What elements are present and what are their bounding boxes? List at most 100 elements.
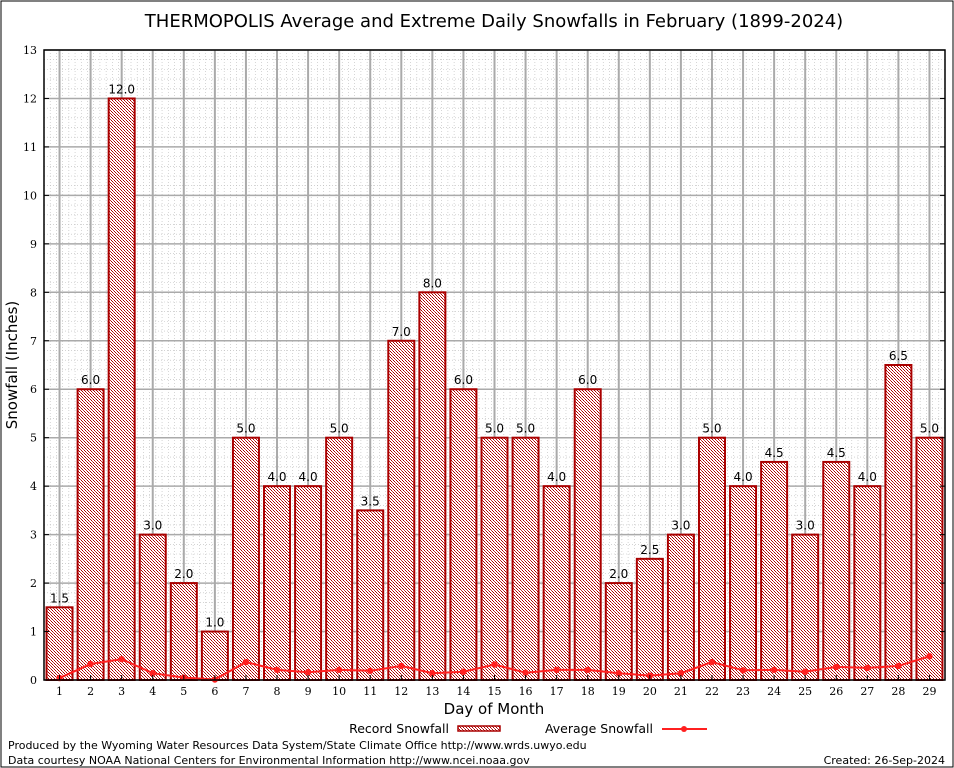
- x-tick-label: 10: [332, 685, 346, 698]
- average-point-day-17: [553, 666, 560, 674]
- record-bar-day-19: [604, 582, 633, 681]
- x-tick-label: 9: [305, 685, 312, 698]
- x-tick-label: 11: [363, 685, 377, 698]
- record-bar-day-6: [200, 630, 229, 681]
- legend-average-marker: [681, 726, 687, 732]
- y-tick-label: 1: [30, 626, 37, 639]
- bar-value-label: 6.0: [81, 373, 100, 387]
- average-point-day-2: [87, 660, 94, 668]
- bar-value-label: 4.5: [827, 446, 846, 460]
- bar-value-label: 5.0: [485, 422, 504, 436]
- bar-value-label: 5.0: [920, 422, 939, 436]
- footer-produced-by: Produced by the Wyoming Water Resources …: [8, 739, 587, 752]
- record-bar-day-20: [635, 557, 664, 681]
- record-bar-day-18: [573, 388, 602, 681]
- bar-value-label: 3.0: [143, 519, 162, 533]
- x-tick-label: 29: [922, 685, 936, 698]
- y-tick-label: 5: [30, 432, 37, 445]
- average-point-day-11: [367, 667, 374, 674]
- bar-value-label: 4.0: [267, 470, 286, 484]
- bar-value-label: 3.0: [671, 519, 690, 533]
- record-bar-day-2: [76, 388, 105, 681]
- legend-record-swatch: [457, 725, 501, 732]
- y-tick-label: 7: [30, 335, 37, 348]
- x-tick-label: 6: [211, 685, 218, 698]
- x-tick-label: 28: [891, 685, 905, 698]
- bar-value-label: 5.0: [236, 422, 255, 436]
- bar-value-label: 8.0: [423, 276, 442, 290]
- bar-value-label: 6.5: [889, 349, 908, 363]
- x-tick-label: 14: [456, 685, 470, 698]
- record-bar-day-10: [325, 436, 354, 682]
- average-line: [56, 653, 933, 683]
- y-tick-label: 6: [30, 383, 37, 396]
- bars: 1.5 6.0 12.0 3.0 2.0 1.0 5.0 4.0 4.0 5.0 3.5 7.0 8.0…: [45, 82, 944, 682]
- bar-value-label: 6.0: [578, 373, 597, 387]
- record-bar-day-24: [760, 460, 789, 681]
- average-point-day-7: [242, 658, 250, 666]
- x-tick-label: 25: [798, 685, 812, 698]
- record-bar-day-5: [169, 582, 198, 681]
- y-tick-label: 13: [23, 44, 37, 57]
- y-tick-label: 9: [30, 238, 37, 251]
- x-tick-label: 17: [550, 685, 564, 698]
- record-bar-day-17: [542, 485, 571, 681]
- x-tick-label: 20: [643, 685, 657, 698]
- average-point-day-16: [522, 669, 529, 676]
- average-point-day-27: [864, 664, 871, 672]
- average-point-day-18: [584, 666, 591, 674]
- bar-value-label: 1.0: [205, 616, 224, 630]
- x-tick-label: 12: [394, 685, 408, 698]
- record-bar-day-22: [697, 436, 726, 682]
- bar-value-label: 4.0: [734, 470, 753, 484]
- bar-value-label: 3.0: [796, 519, 815, 533]
- x-tick-label: 26: [829, 685, 843, 698]
- average-point-day-25: [801, 668, 809, 675]
- x-tick-label: 18: [581, 685, 595, 698]
- record-bar-day-29: [915, 436, 944, 682]
- y-tick-label: 10: [23, 189, 37, 202]
- x-tick-label: 19: [612, 685, 626, 698]
- x-tick-label: 4: [149, 685, 156, 698]
- y-axis-label: Snowfall (Inches): [3, 301, 21, 429]
- average-point-day-14: [460, 668, 467, 675]
- y-tick-label: 3: [30, 529, 37, 542]
- average-point-day-29: [926, 653, 933, 660]
- x-tick-label: 24: [767, 685, 781, 698]
- y-tick-label: 12: [23, 92, 37, 105]
- average-point-day-19: [615, 670, 622, 677]
- bar-value-label: 4.0: [547, 470, 566, 484]
- record-bar-day-27: [853, 485, 882, 681]
- record-bar-day-16: [511, 436, 540, 682]
- record-bar-day-15: [480, 436, 509, 682]
- bar-value-label: 6.0: [454, 373, 473, 387]
- y-tick-label: 0: [30, 674, 37, 687]
- legend-record-label: Record Snowfall: [349, 721, 449, 736]
- footer-created-date: Created: 26-Sep-2024: [824, 754, 945, 767]
- average-point-day-8: [273, 666, 281, 674]
- x-tick-label: 21: [674, 685, 688, 698]
- x-tick-label: 1: [56, 685, 63, 698]
- record-bar-day-21: [666, 533, 695, 681]
- x-axis-label: Day of Month: [444, 700, 545, 718]
- record-bar-day-4: [138, 533, 167, 681]
- bar-value-label: 7.0: [392, 325, 411, 339]
- average-point-day-24: [770, 666, 778, 674]
- record-bar-day-8: [263, 485, 292, 681]
- y-tick-label: 8: [30, 286, 37, 299]
- bar-value-label: 4.5: [765, 446, 784, 460]
- bar-value-label: 12.0: [108, 82, 135, 96]
- record-bar-day-14: [449, 388, 478, 681]
- x-tick-label: 5: [180, 685, 187, 698]
- record-bar-day-28: [884, 364, 913, 681]
- y-tick-label: 11: [23, 141, 37, 154]
- bar-value-label: 5.0: [330, 422, 349, 436]
- record-bar-day-23: [729, 485, 758, 681]
- average-point-day-26: [833, 663, 840, 671]
- average-point-day-9: [304, 669, 312, 676]
- x-tick-label: 8: [274, 685, 281, 698]
